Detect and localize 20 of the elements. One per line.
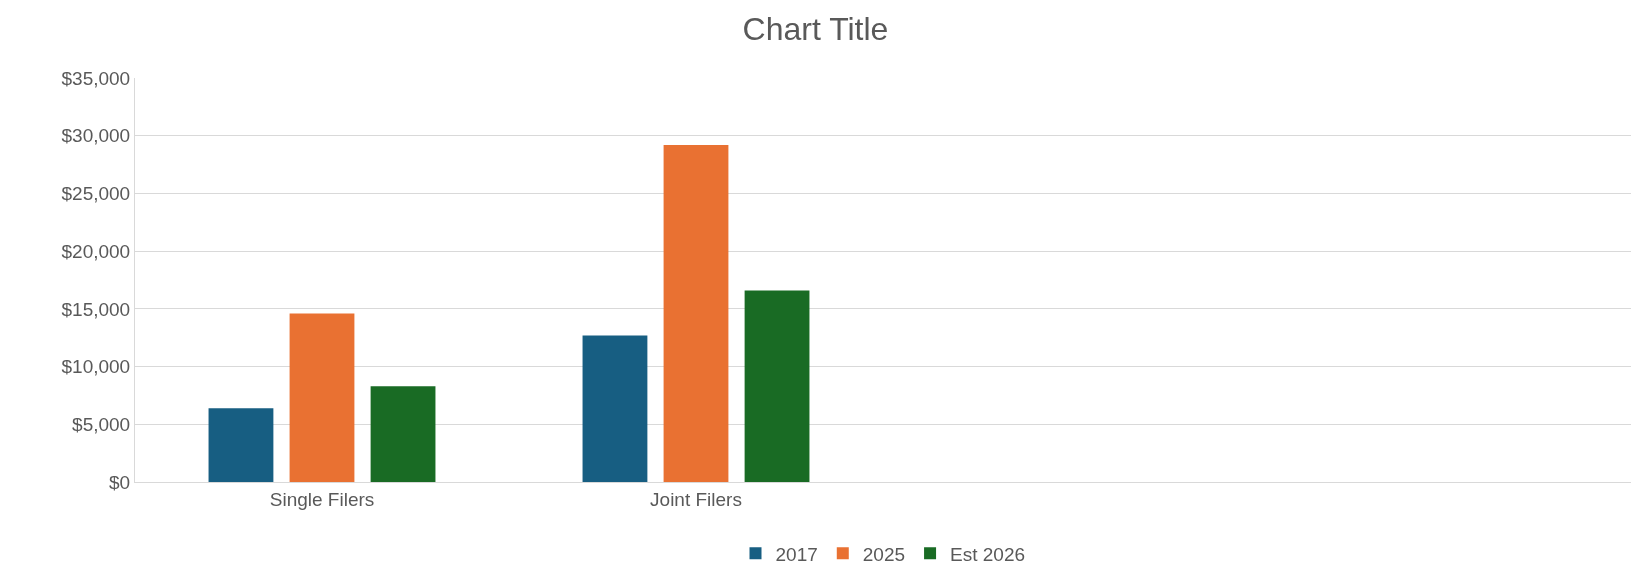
y-tick-label: $10,000 — [61, 356, 131, 378]
x-tick-label: Joint Filers — [650, 488, 742, 510]
legend-label: Est 2026 — [950, 543, 1026, 565]
bar — [582, 335, 648, 482]
legend-label: 2025 — [862, 543, 906, 565]
y-tick-label: $25,000 — [61, 183, 131, 205]
chart-title: Chart Title — [742, 10, 889, 47]
bar — [289, 313, 355, 482]
y-tick-label: $5,000 — [72, 413, 131, 435]
x-tick-label: Single Filers — [269, 488, 375, 510]
legend-label: 2017 — [775, 543, 818, 565]
y-tick-label: $35,000 — [61, 67, 131, 89]
y-tick-label: $30,000 — [61, 125, 131, 147]
bar — [744, 290, 810, 482]
bar — [370, 386, 436, 482]
y-tick-label: $20,000 — [61, 240, 131, 262]
y-tick-label: $15,000 — [61, 298, 131, 320]
bar — [208, 408, 274, 482]
y-tick-label: $0 — [109, 471, 131, 493]
bar — [663, 144, 729, 482]
